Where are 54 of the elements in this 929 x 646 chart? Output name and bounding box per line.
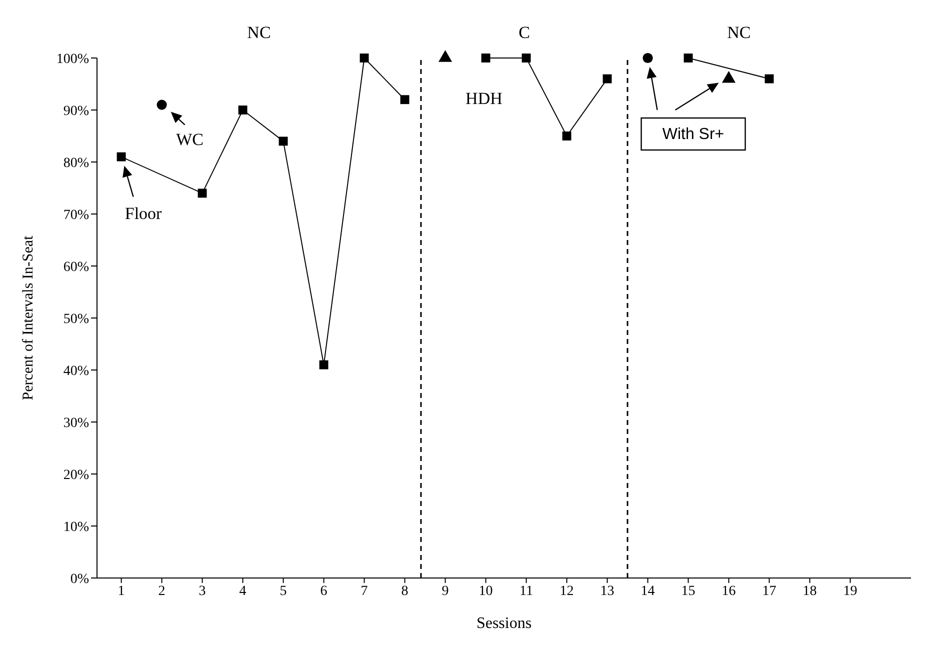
x-tick-label: 6	[320, 584, 328, 599]
point	[319, 360, 328, 370]
point	[116, 152, 126, 162]
point	[602, 74, 612, 84]
x-tick-label: 4	[239, 584, 246, 599]
point	[481, 54, 490, 62]
x-tick-label: 18	[802, 584, 817, 599]
text: NC	[727, 23, 751, 42]
x-tick-label: 11	[520, 584, 534, 599]
y-tick-label: 70%	[63, 208, 90, 223]
text: NC	[247, 23, 271, 42]
point	[684, 54, 693, 62]
point	[360, 54, 369, 62]
x-tick-label: 5	[280, 584, 287, 599]
x-tick-label: 10	[478, 584, 493, 599]
x-tick-label: 16	[722, 584, 736, 599]
point	[400, 95, 410, 104]
annotation: HDH	[466, 89, 502, 108]
annotation: With Sr+	[662, 126, 724, 143]
x-tick-label: 15	[681, 584, 696, 599]
y-tick-label: 10%	[63, 520, 90, 535]
point	[642, 52, 653, 64]
x-tick-label: 1	[118, 584, 125, 599]
annotation: WC	[176, 130, 204, 149]
point	[562, 132, 572, 140]
x-tick-label: 12	[560, 584, 574, 599]
y-tick-label: 0%	[70, 572, 90, 587]
x-tick-label: 7	[360, 584, 368, 599]
point	[238, 106, 248, 114]
y-tick-label: 90%	[63, 104, 90, 119]
y-tick-label: 40%	[63, 364, 90, 379]
x-tick-label: 2	[158, 584, 166, 599]
point	[764, 74, 774, 84]
x-tick-label: 3	[198, 584, 206, 599]
x-tick-label: 14	[640, 584, 655, 599]
x-tick-label: 19	[843, 584, 858, 599]
point	[198, 188, 207, 198]
annotation: Floor	[124, 204, 162, 223]
y-tick-label: 50%	[63, 312, 90, 327]
point	[278, 136, 288, 146]
y-tick-label: 30%	[63, 416, 90, 431]
y-tick-label: 100%	[56, 52, 90, 67]
y-axis-title: Percent of Intervals In-Seat	[20, 234, 36, 400]
y-tick-label: 80%	[63, 156, 90, 171]
point	[522, 54, 531, 62]
y-tick-label: 20%	[63, 468, 90, 483]
x-tick-label: 8	[401, 584, 408, 599]
text: C	[518, 23, 530, 42]
y-tick-label: 60%	[63, 260, 90, 275]
x-axis-title: Sessions	[476, 615, 532, 632]
point	[156, 100, 167, 110]
x-tick-label: 13	[600, 584, 614, 599]
x-tick-label: 9	[442, 584, 449, 599]
x-tick-label: 17	[762, 584, 776, 599]
